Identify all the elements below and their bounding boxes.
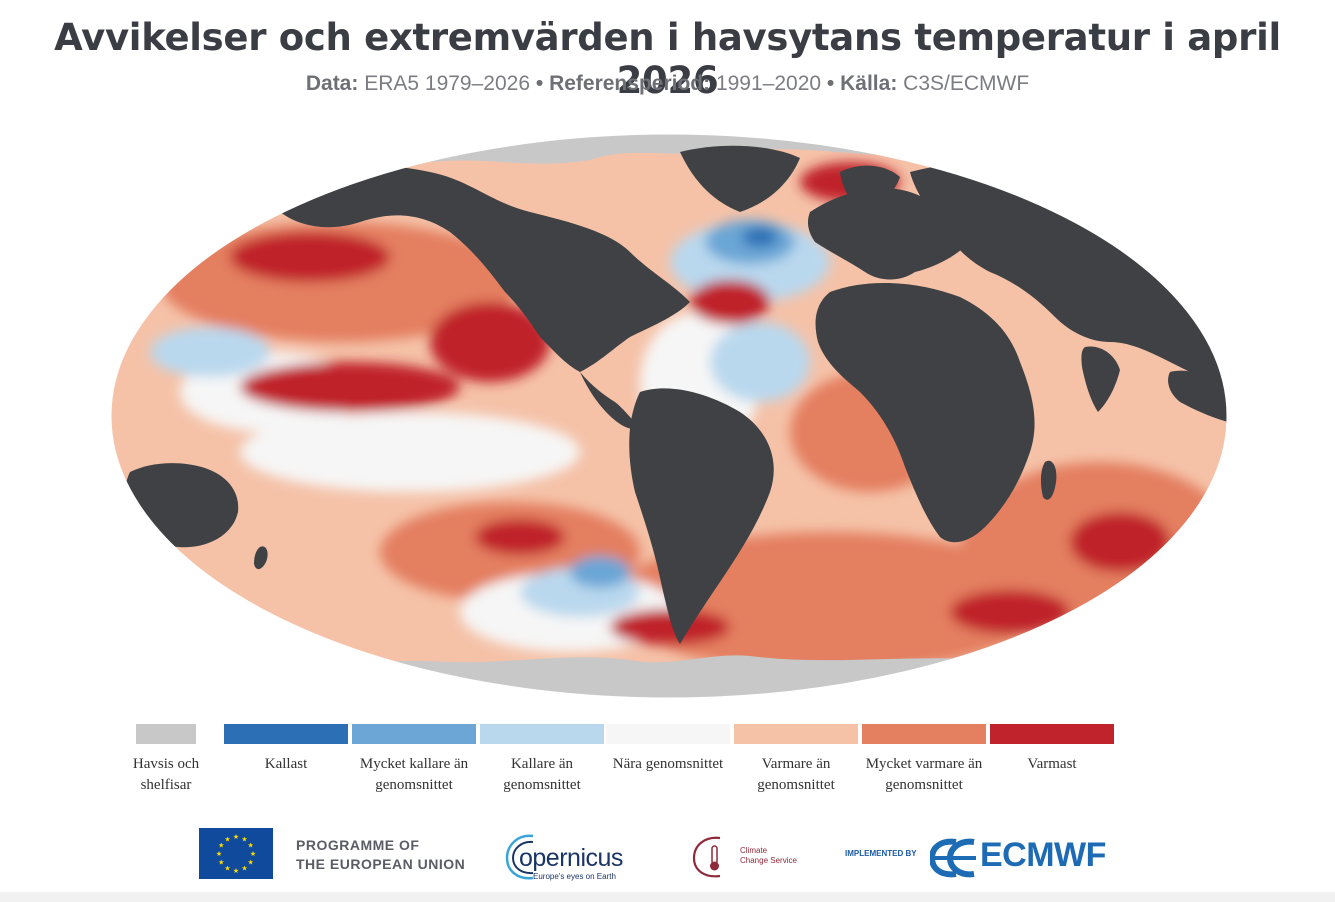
legend-label: Mycket varmare än genomsnittet <box>865 756 983 793</box>
legend-label: Havsis och shelfisar <box>132 756 200 793</box>
legend-swatch <box>862 724 986 744</box>
land-new-zealand <box>254 546 268 570</box>
legend-label: Varmare än genomsnittet <box>757 756 835 793</box>
legend-swatch <box>136 724 196 744</box>
bottom-band <box>0 892 1335 902</box>
sea-ice-antarctic <box>111 655 1227 698</box>
legend-item-much-warmer: Mycket varmare än genomsnittet <box>862 724 986 796</box>
legend-item-coldest: Kallast <box>224 724 348 775</box>
svg-text:★: ★ <box>224 865 230 873</box>
ecmwf-wordmark: ECMWF <box>980 836 1106 874</box>
legend-item-near: Nära genomsnittet <box>606 724 730 775</box>
eu-programme-text: PROGRAMME OF THE EUROPEAN UNION <box>296 836 465 874</box>
implemented-by-label: IMPLEMENTED BY <box>845 849 917 858</box>
legend-swatch <box>224 724 348 744</box>
svg-text:★: ★ <box>233 833 239 841</box>
legend-label: Varmast <box>1027 756 1077 772</box>
svg-text:★: ★ <box>248 842 254 850</box>
subtitle-reference-key: Referensperiod: <box>549 72 711 95</box>
svg-text:★: ★ <box>248 859 254 867</box>
c3s-line-1: Climate <box>740 846 768 855</box>
legend-label: Mycket kallare än genomsnittet <box>359 756 469 793</box>
c3s-line-2: Change Service <box>740 856 797 865</box>
map-title: Avvikelser och extremvärden i havsytans … <box>54 16 1281 102</box>
thermometer-icon <box>692 836 721 878</box>
ecmwf-mark-icon <box>930 838 976 878</box>
legend-item-sea-ice: Havsis och shelfisar <box>126 724 206 796</box>
land-madagascar <box>1040 460 1057 500</box>
land-africa <box>815 282 1035 543</box>
legend-label: Nära genomsnittet <box>612 756 724 772</box>
subtitle-data-key: Data: <box>305 72 359 95</box>
land-southeast-asia <box>1168 370 1227 422</box>
legend: Havsis och shelfisar Kallast Mycket kall… <box>0 724 1335 824</box>
copernicus-logo: opernicus Europe's eyes on Earth <box>503 830 653 882</box>
eu-line-1: PROGRAMME OF <box>296 837 420 853</box>
subtitle-data-value: ERA5 1979–2026 <box>364 72 531 95</box>
svg-text:★: ★ <box>241 835 247 843</box>
land-north-america <box>258 163 690 372</box>
map-outline <box>110 133 1228 699</box>
land-greenland <box>680 145 800 212</box>
legend-label: Kallare än genomsnittet <box>503 756 581 793</box>
ecmwf-logo: ECMWF <box>930 834 1140 878</box>
land-japan <box>1205 281 1218 303</box>
subtitle-source-value: C3S/ECMWF <box>903 72 1030 95</box>
c3s-logo: Climate Change Service <box>690 832 820 882</box>
legend-swatch <box>734 724 858 744</box>
eu-line-2: THE EUROPEAN UNION <box>296 856 466 872</box>
svg-text:★: ★ <box>241 865 247 873</box>
svg-text:★: ★ <box>218 859 224 867</box>
legend-item-colder: Kallare än genomsnittet <box>480 724 604 796</box>
logo-bar: ★ ★ ★ ★ ★ ★ ★ ★ ★ ★ ★ ★ PROGRAMME OF THE EUROPEA… <box>0 826 1335 886</box>
world-map <box>110 132 1228 700</box>
svg-text:★: ★ <box>250 850 256 858</box>
legend-swatch <box>990 724 1114 744</box>
land-south-america <box>629 388 774 644</box>
legend-swatch <box>352 724 476 744</box>
eu-flag-icon: ★ ★ ★ ★ ★ ★ ★ ★ ★ ★ ★ ★ <box>199 828 273 879</box>
svg-text:★: ★ <box>216 850 222 858</box>
land-scandinavia <box>840 165 900 214</box>
copernicus-tagline: Europe's eyes on Earth <box>533 872 616 881</box>
legend-swatch <box>480 724 604 744</box>
legend-item-much-colder: Mycket kallare än genomsnittet <box>352 724 476 796</box>
subtitle-reference-value: 1991–2020 <box>715 72 822 95</box>
c3s-text: Climate Change Service <box>740 846 797 866</box>
legend-label: Kallast <box>264 756 308 772</box>
svg-text:★: ★ <box>224 835 230 843</box>
legend-swatch <box>606 724 730 744</box>
map-subtitle: Data: ERA5 1979–2026 • Referensperiod: 1… <box>0 72 1335 96</box>
land-europe <box>807 188 970 280</box>
legend-item-warmer: Varmare än genomsnittet <box>734 724 858 796</box>
copernicus-c-icon <box>505 834 534 880</box>
land-uk <box>832 226 845 244</box>
legend-item-warmest: Varmast <box>990 724 1114 775</box>
subtitle-separator: • <box>826 72 835 95</box>
land-central-america <box>580 372 640 430</box>
svg-text:★: ★ <box>218 842 224 850</box>
svg-text:★: ★ <box>233 867 239 875</box>
subtitle-source-key: Källa: <box>840 72 898 95</box>
land-india <box>1081 346 1120 412</box>
copernicus-wordmark: opernicus <box>519 844 623 872</box>
subtitle-separator: • <box>535 72 544 95</box>
